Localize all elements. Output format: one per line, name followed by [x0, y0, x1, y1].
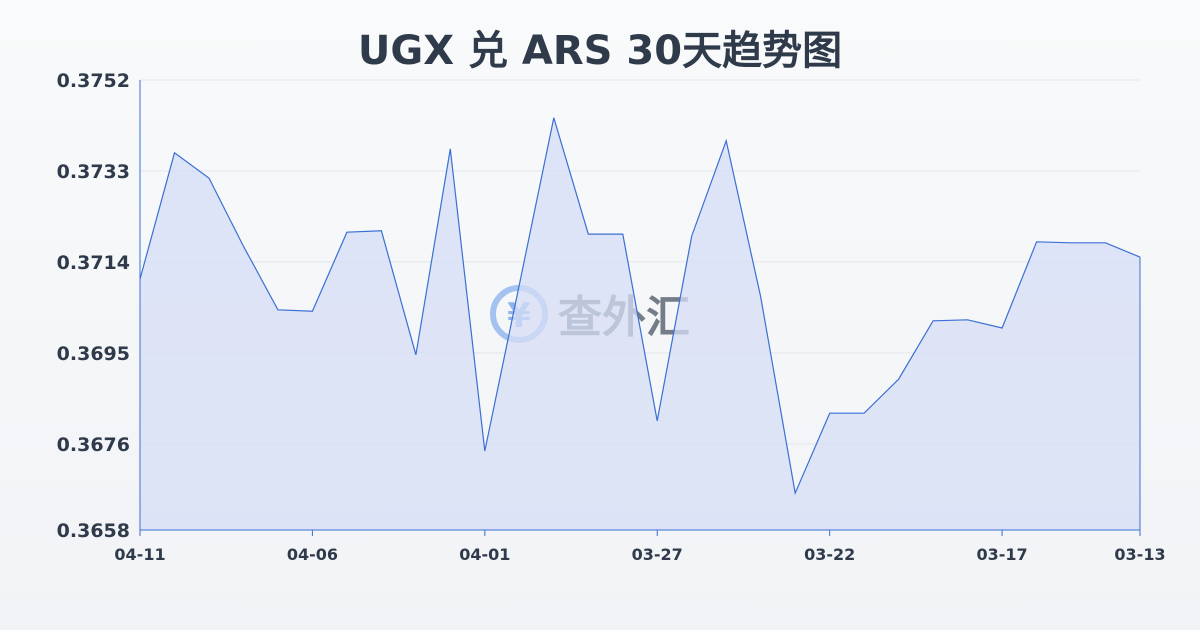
- x-tick-label: 03-13: [1114, 545, 1165, 564]
- y-tick-label: 0.3752: [57, 70, 130, 92]
- y-tick-label: 0.3733: [57, 161, 130, 183]
- chart-title: UGX 兑 ARS 30天趋势图: [357, 28, 843, 74]
- y-axis-ticks: 0.3752 0.3733 0.3714 0.3695 0.3676 0.3658: [57, 70, 130, 542]
- x-tick-label: 04-01: [459, 545, 510, 564]
- y-tick-label: 0.3676: [57, 434, 130, 456]
- x-tick-label: 04-06: [287, 545, 338, 564]
- x-tick-label: 03-27: [632, 545, 683, 564]
- y-tick-label: 0.3695: [57, 343, 130, 365]
- x-axis-ticks: 04-11 04-06 04-01 03-27 03-22 03-17 03-13: [114, 530, 1166, 564]
- y-tick-label: 0.3714: [57, 252, 130, 274]
- series-line: [139, 117, 1141, 496]
- x-tick-label: 04-11: [114, 545, 165, 564]
- axes: [139, 80, 1141, 531]
- area-fill: [140, 117, 1140, 531]
- x-tick-label: 03-22: [804, 545, 855, 564]
- y-tick-label: 0.3658: [57, 520, 130, 542]
- x-tick-label: 03-17: [976, 545, 1027, 564]
